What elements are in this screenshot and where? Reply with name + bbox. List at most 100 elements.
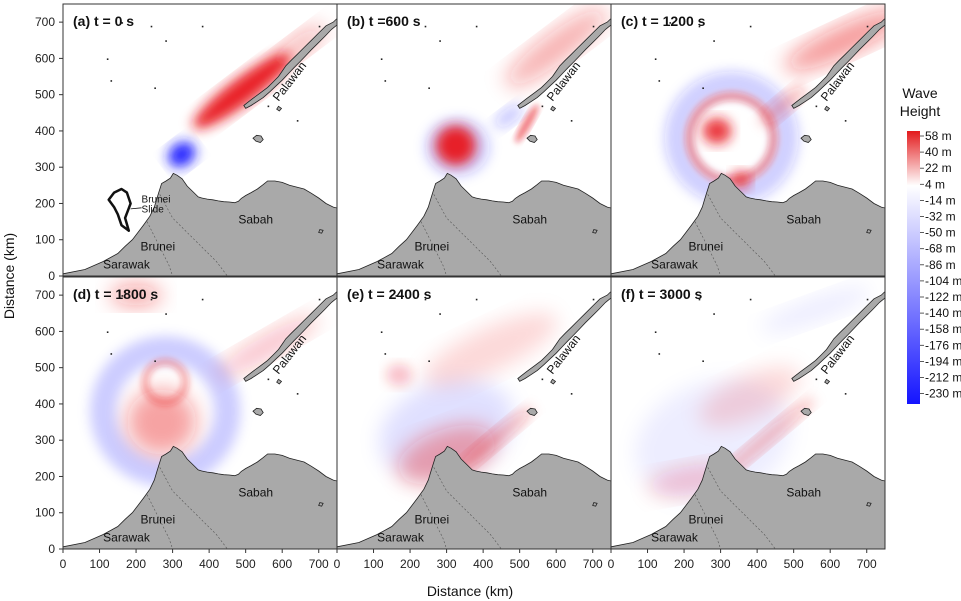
islet — [318, 298, 321, 301]
islet — [267, 105, 270, 108]
x-tick-label: 200 — [674, 557, 694, 571]
islet — [658, 353, 661, 355]
y-tick-label: 500 — [35, 361, 55, 375]
label-sarawak: Sarawak — [651, 258, 699, 272]
islet — [165, 40, 167, 42]
islet — [654, 331, 657, 333]
panel-label: (c) t = 1200 s — [621, 13, 706, 29]
x-tick-label: 400 — [747, 557, 767, 571]
islet — [570, 393, 573, 395]
islet — [106, 58, 109, 60]
panel-frame — [610, 276, 886, 550]
colorbar-labels: 58 m 40 m 22 m 4 m -14 m -32 m -50 m -68 m -86 m… — [920, 129, 961, 401]
x-tick-label: 600 — [272, 557, 292, 571]
wave-anomaly — [435, 125, 476, 166]
borneo-landmass — [337, 445, 611, 549]
y-tick-label: 300 — [35, 433, 55, 447]
reef-islets — [380, 295, 595, 395]
x-tick-label: 0 — [60, 557, 67, 571]
label-sabah: Sabah — [512, 212, 547, 226]
colorbar-ramp — [907, 131, 920, 404]
panel-frame — [610, 3, 886, 277]
panel-label: (a) t = 0 s — [73, 13, 134, 29]
x-tick-label: 400 — [473, 557, 493, 571]
borneo-landmass — [611, 445, 885, 549]
wave-anomaly — [423, 312, 558, 387]
islet — [439, 40, 441, 42]
islet — [110, 80, 113, 82]
wave-anomaly — [760, 287, 871, 333]
small-island — [276, 105, 283, 112]
islet — [121, 22, 124, 24]
islet — [713, 40, 715, 42]
wave-anomaly — [699, 366, 801, 428]
y-tick-label: 0 — [48, 269, 55, 283]
border-line — [146, 494, 173, 549]
border-line — [707, 467, 776, 549]
land — [63, 290, 337, 549]
border-line — [146, 221, 173, 276]
slide-label-leader — [130, 207, 142, 210]
islet — [384, 80, 387, 82]
land — [611, 17, 885, 276]
islet — [541, 105, 544, 108]
x-tick-label: 300 — [437, 557, 457, 571]
x-tick-label: 600 — [820, 557, 840, 571]
islet — [384, 353, 387, 355]
x-tick-label: 100 — [638, 557, 658, 571]
small-island — [252, 407, 264, 416]
small-island — [866, 502, 872, 507]
panel-grid: BruneiSlidePalawanSabahBruneiSarawak(a) … — [35, 3, 886, 571]
label-brunei: Brunei — [140, 240, 175, 254]
small-island — [276, 378, 283, 385]
small-island — [526, 407, 538, 416]
y-tick-label: 400 — [35, 397, 55, 411]
islet — [844, 120, 847, 122]
x-tick-label: 500 — [510, 557, 530, 571]
x-tick-label: 100 — [364, 557, 384, 571]
islet — [658, 80, 661, 82]
islet — [395, 22, 398, 24]
small-island — [592, 502, 598, 507]
colorbar-title-line2: Height — [900, 103, 941, 119]
border-line — [694, 221, 721, 276]
border-line — [420, 494, 447, 549]
small-island — [824, 378, 831, 385]
wave-anomaly — [268, 25, 326, 70]
label-sarawak: Sarawak — [103, 531, 151, 545]
y-tick-label: 700 — [35, 15, 55, 29]
islet — [428, 360, 430, 363]
palawan-landmass — [243, 17, 337, 109]
wave-anomaly — [713, 397, 815, 483]
y-tick-label: 100 — [35, 506, 55, 520]
islet — [592, 298, 595, 301]
x-tick-label: 700 — [583, 557, 603, 571]
y-tick-label: 100 — [35, 233, 55, 247]
colorbar-label: 22 m — [925, 161, 952, 175]
palawan-landmass — [791, 17, 885, 109]
y-axis-title: Distance (km) — [1, 233, 17, 319]
y-tick-label: 400 — [35, 124, 55, 138]
colorbar-label: 58 m — [925, 129, 952, 143]
borneo-landmass — [337, 172, 611, 276]
x-tick-label: 700 — [857, 557, 877, 571]
palawan-landmass — [517, 290, 611, 382]
colorbar-label: -230 m — [925, 387, 961, 401]
colorbar-label: -212 m — [925, 371, 961, 385]
colorbar-label: -14 m — [925, 193, 956, 207]
islet — [844, 393, 847, 395]
label-sarawak: Sarawak — [103, 258, 151, 272]
colorbar-label: -122 m — [925, 290, 961, 304]
land — [611, 290, 885, 549]
wave-anomaly — [494, 104, 523, 128]
label-brunei: Brunei — [688, 513, 723, 527]
islet — [702, 87, 704, 90]
islet — [201, 25, 204, 28]
small-island — [318, 229, 324, 234]
wave-anomaly — [784, 9, 885, 72]
x-tick-label: 600 — [546, 557, 566, 571]
